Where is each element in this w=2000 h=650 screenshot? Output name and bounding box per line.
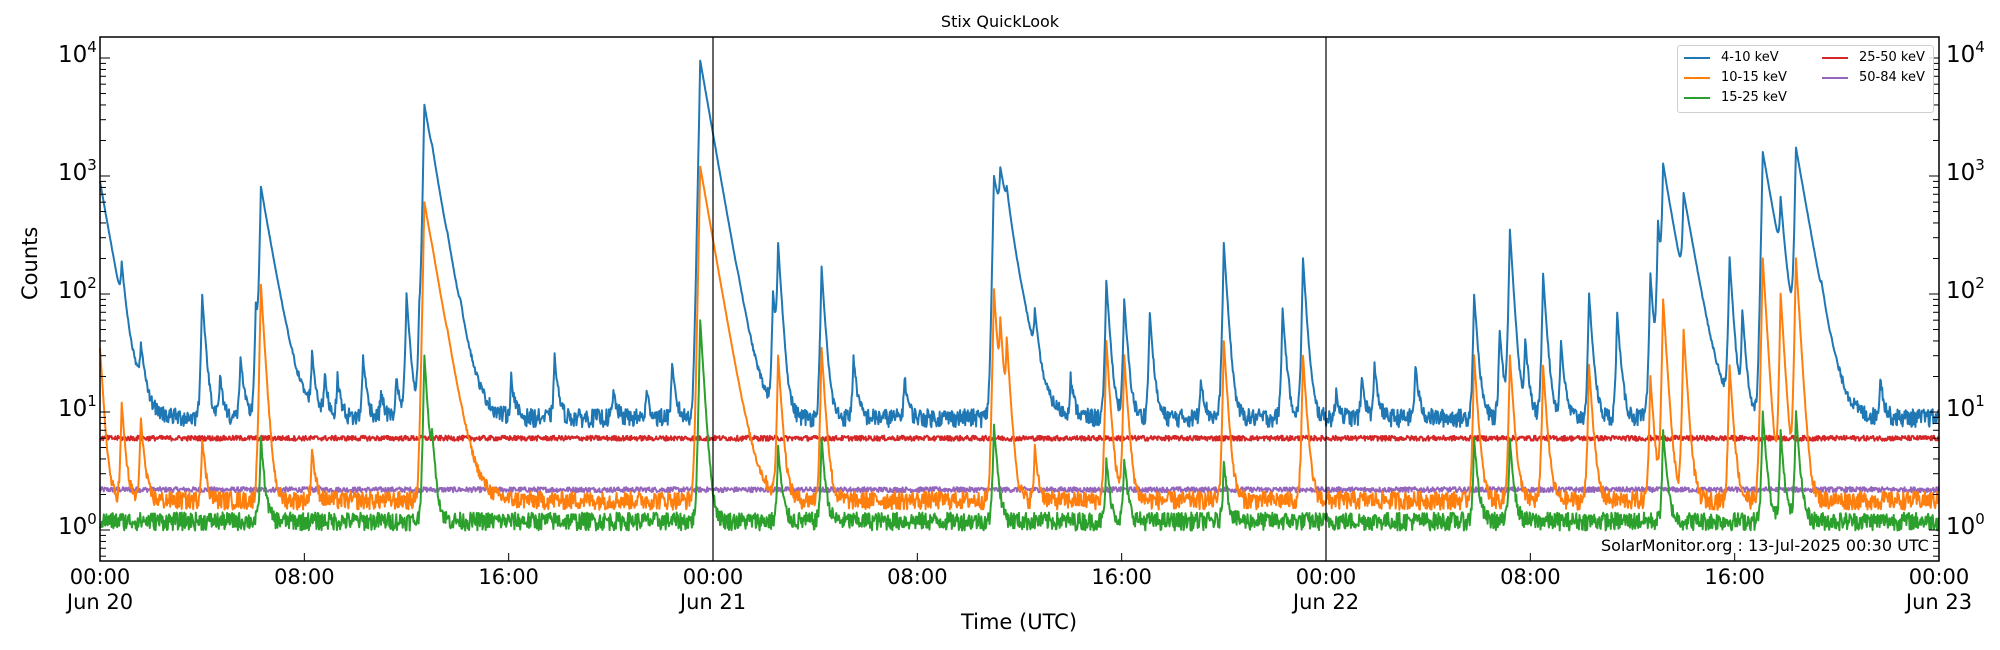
x-tick-label: 08:00 bbox=[1500, 565, 1561, 589]
legend-swatch-50-84 bbox=[1822, 76, 1848, 79]
legend-swatch-15-25 bbox=[1684, 96, 1710, 99]
legend-swatch-25-50 bbox=[1822, 56, 1848, 59]
legend-label: 50-84 keV bbox=[1859, 70, 1925, 85]
x-axis-label: Time (UTC) bbox=[960, 610, 1078, 634]
x-tick-label: 08:00 bbox=[274, 565, 335, 589]
y-tick-label-left: 100 bbox=[58, 510, 97, 540]
legend-swatch-4-10 bbox=[1684, 56, 1710, 59]
y-tick-label-left: 104 bbox=[58, 38, 97, 68]
y-tick-label-left: 103 bbox=[58, 156, 97, 186]
series-line-15-25-keV bbox=[99, 319, 1940, 532]
legend: 4-10 keV 10-15 keV 15-25 keV 25-50 keV 5… bbox=[1677, 45, 1934, 113]
series-lines bbox=[99, 59, 1940, 532]
series-line-10-15-keV bbox=[99, 165, 1940, 511]
y-axis-label: Counts bbox=[18, 226, 42, 300]
y-tick-label-right: 102 bbox=[1946, 274, 1985, 304]
legend-item: 50-84 keV bbox=[1822, 68, 1925, 88]
y-tick-label-right: 101 bbox=[1946, 392, 1985, 422]
x-tick-label: 08:00 bbox=[887, 565, 948, 589]
y-tick-label-left: 102 bbox=[58, 274, 97, 304]
chart-title: Stix QuickLook bbox=[940, 12, 1060, 31]
y-tick-label-right: 104 bbox=[1946, 38, 1985, 68]
axes-frame bbox=[99, 36, 1940, 562]
legend-label: 15-25 keV bbox=[1721, 90, 1787, 105]
x-tick-label: 00:00 Jun 20 bbox=[66, 565, 134, 614]
legend-label: 10-15 keV bbox=[1721, 70, 1787, 85]
x-tick-label: 00:00 Jun 21 bbox=[679, 565, 747, 614]
legend-item: 15-25 keV bbox=[1684, 88, 1787, 108]
x-tick-label: 16:00 bbox=[1704, 565, 1765, 589]
x-tick-label: 00:00 Jun 22 bbox=[1292, 565, 1360, 614]
legend-item: 4-10 keV bbox=[1684, 48, 1779, 68]
y-tick-label-left: 101 bbox=[58, 392, 97, 422]
legend-swatch-10-15 bbox=[1684, 76, 1710, 79]
legend-item: 25-50 keV bbox=[1822, 48, 1925, 68]
x-tick-label: 16:00 bbox=[478, 565, 539, 589]
x-tick-label: 16:00 bbox=[1091, 565, 1152, 589]
series-line-4-10-keV bbox=[99, 59, 1940, 429]
x-tick-label: 00:00 Jun 23 bbox=[1905, 565, 1973, 614]
series-line-25-50-keV bbox=[99, 434, 1940, 442]
axis-ticks bbox=[100, 57, 1939, 561]
y-tick-label-right: 103 bbox=[1946, 156, 1985, 186]
credit-text: SolarMonitor.org : 13-Jul-2025 00:30 UTC bbox=[1601, 536, 1929, 555]
legend-label: 25-50 keV bbox=[1859, 50, 1925, 65]
legend-item: 10-15 keV bbox=[1684, 68, 1787, 88]
legend-label: 4-10 keV bbox=[1721, 50, 1779, 65]
y-tick-label-right: 100 bbox=[1946, 510, 1985, 540]
